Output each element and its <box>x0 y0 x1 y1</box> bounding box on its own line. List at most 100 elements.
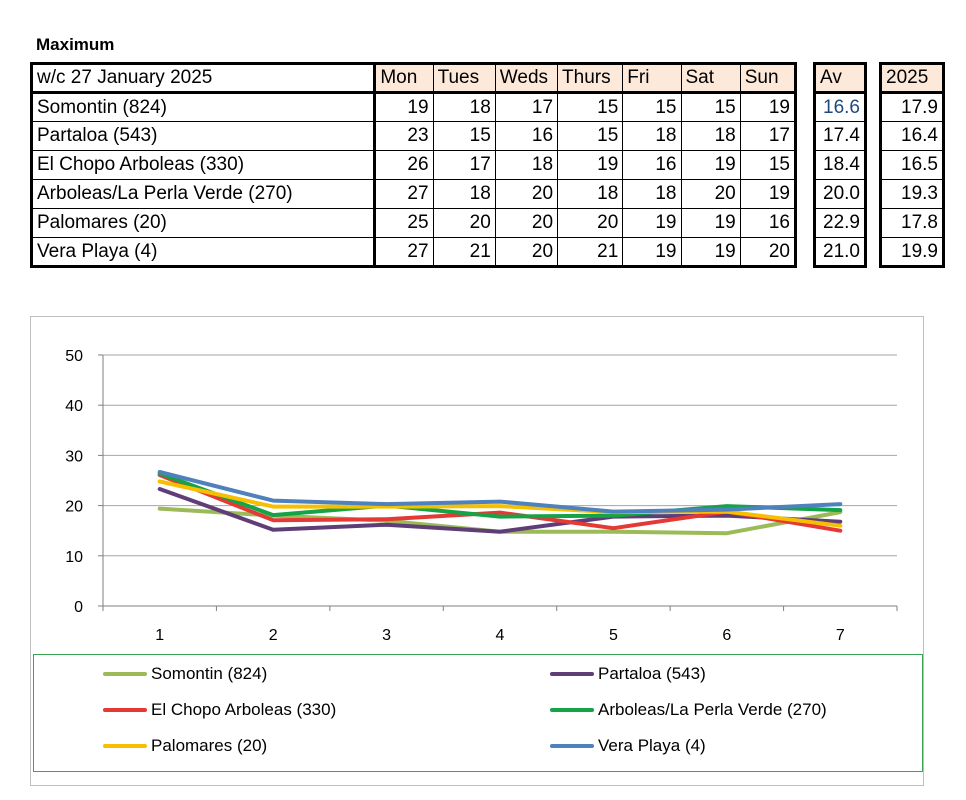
table-row: El Chopo Arboleas (330) 26 17 18 19 16 19 15 <box>30 150 797 180</box>
day-header: Weds <box>494 63 559 94</box>
y-tick-label: 0 <box>74 599 83 616</box>
legend-label: Vera Playa (4) <box>598 736 706 755</box>
day-value: 17 <box>432 150 496 180</box>
table-row: Partaloa (543) 23 15 16 15 18 18 17 <box>30 121 797 151</box>
year-row: 17.8 <box>880 208 944 238</box>
day-header: Sun <box>739 63 797 94</box>
year-header-row: 2025 <box>880 63 944 94</box>
day-value: 27 <box>374 237 434 267</box>
y-tick-label: 50 <box>65 348 83 365</box>
max-temperature-table: w/c 27 January 2025 Mon Tues Weds Thurs Fri Sa… <box>30 62 797 268</box>
legend-swatch <box>550 708 594 712</box>
legend-label: Partaloa (543) <box>598 664 706 683</box>
day-header: Fri <box>622 63 682 94</box>
avg-row: 17.4 <box>814 121 866 151</box>
table-row: Vera Playa (4) 27 21 20 21 19 19 20 <box>30 237 797 267</box>
day-value: 19 <box>680 150 741 180</box>
station-name: Palomares (20) <box>30 208 377 238</box>
year-row: 17.9 <box>880 92 944 122</box>
day-value: 15 <box>680 92 741 122</box>
year-row: 16.5 <box>880 150 944 180</box>
y-tick-label: 40 <box>65 398 83 415</box>
avg-value: 22.9 <box>814 208 866 238</box>
legend-item: Arboleas/La Perla Verde (270) <box>550 699 827 721</box>
table-row: Somontin (824) 19 18 17 15 15 15 19 <box>30 92 797 122</box>
week-label: w/c 27 January 2025 <box>30 63 377 94</box>
day-value: 19 <box>622 237 682 267</box>
day-value: 20 <box>494 237 559 267</box>
avg-row: 21.0 <box>814 237 866 267</box>
year-row: 19.3 <box>880 179 944 209</box>
day-value: 17 <box>494 92 559 122</box>
x-tick-label: 4 <box>496 627 505 644</box>
header-row: w/c 27 January 2025 Mon Tues Weds Thurs Fri Sa… <box>30 63 797 94</box>
y-tick-label: 20 <box>65 499 83 516</box>
day-value: 18 <box>622 179 682 209</box>
table-row: Palomares (20) 25 20 20 20 19 19 16 <box>30 208 797 238</box>
day-value: 18 <box>494 150 559 180</box>
day-value: 27 <box>374 179 434 209</box>
day-value: 15 <box>432 121 496 151</box>
day-value: 25 <box>374 208 434 238</box>
avg-header: Av <box>814 63 866 94</box>
day-value: 19 <box>374 92 434 122</box>
average-table: Av 16.6 17.4 18.4 20.0 22.9 21.0 <box>813 62 867 268</box>
year-row: 19.9 <box>880 237 944 267</box>
day-value: 19 <box>557 150 624 180</box>
year-value: 16.5 <box>880 150 944 180</box>
day-value: 19 <box>680 237 741 267</box>
day-value: 20 <box>557 208 624 238</box>
x-tick-label: 5 <box>609 627 618 644</box>
year-row: 16.4 <box>880 121 944 151</box>
station-name: Arboleas/La Perla Verde (270) <box>30 179 377 209</box>
series-line-5 <box>157 470 843 514</box>
day-value: 23 <box>374 121 434 151</box>
day-value: 15 <box>557 92 624 122</box>
legend-swatch <box>550 744 594 748</box>
day-value: 16 <box>622 150 682 180</box>
x-tick-label: 6 <box>722 627 731 644</box>
legend-item: Vera Playa (4) <box>550 735 706 757</box>
day-value: 18 <box>622 121 682 151</box>
legend-swatch <box>103 672 147 676</box>
series-line-1 <box>157 487 843 534</box>
year-value: 19.3 <box>880 179 944 209</box>
station-name: Vera Playa (4) <box>30 237 377 267</box>
legend-label: Arboleas/La Perla Verde (270) <box>598 700 827 719</box>
year-value: 17.9 <box>880 92 944 122</box>
station-name: Somontin (824) <box>30 92 377 122</box>
year-header: 2025 <box>880 63 944 94</box>
line-chart: 0 10 20 30 40 50 1 2 3 4 5 6 7 <box>65 348 898 644</box>
day-header: Tues <box>432 63 496 94</box>
day-value: 21 <box>557 237 624 267</box>
station-name: El Chopo Arboleas (330) <box>30 150 377 180</box>
avg-row: 20.0 <box>814 179 866 209</box>
day-header: Mon <box>374 63 434 94</box>
day-value: 19 <box>680 208 741 238</box>
avg-value: 16.6 <box>814 92 866 122</box>
legend-swatch <box>103 744 147 748</box>
x-tick-label: 2 <box>269 627 278 644</box>
legend-swatch <box>103 708 147 712</box>
day-value: 18 <box>680 121 741 151</box>
legend-label: Palomares (20) <box>151 736 268 755</box>
avg-value: 21.0 <box>814 237 866 267</box>
day-value: 20 <box>739 237 797 267</box>
day-value: 16 <box>494 121 559 151</box>
legend-swatch <box>550 672 594 676</box>
legend-label: El Chopo Arboleas (330) <box>151 700 337 719</box>
avg-row: 18.4 <box>814 150 866 180</box>
day-value: 18 <box>432 92 496 122</box>
day-value: 19 <box>739 179 797 209</box>
x-tick-label: 7 <box>836 627 845 644</box>
year-value: 19.9 <box>880 237 944 267</box>
day-value: 26 <box>374 150 434 180</box>
day-value: 20 <box>494 179 559 209</box>
day-value: 19 <box>622 208 682 238</box>
avg-header-row: Av <box>814 63 866 94</box>
day-value: 18 <box>432 179 496 209</box>
day-value: 18 <box>557 179 624 209</box>
legend-item: Palomares (20) <box>103 735 267 757</box>
day-header: Sat <box>680 63 741 94</box>
legend-item: Somontin (824) <box>103 663 267 685</box>
